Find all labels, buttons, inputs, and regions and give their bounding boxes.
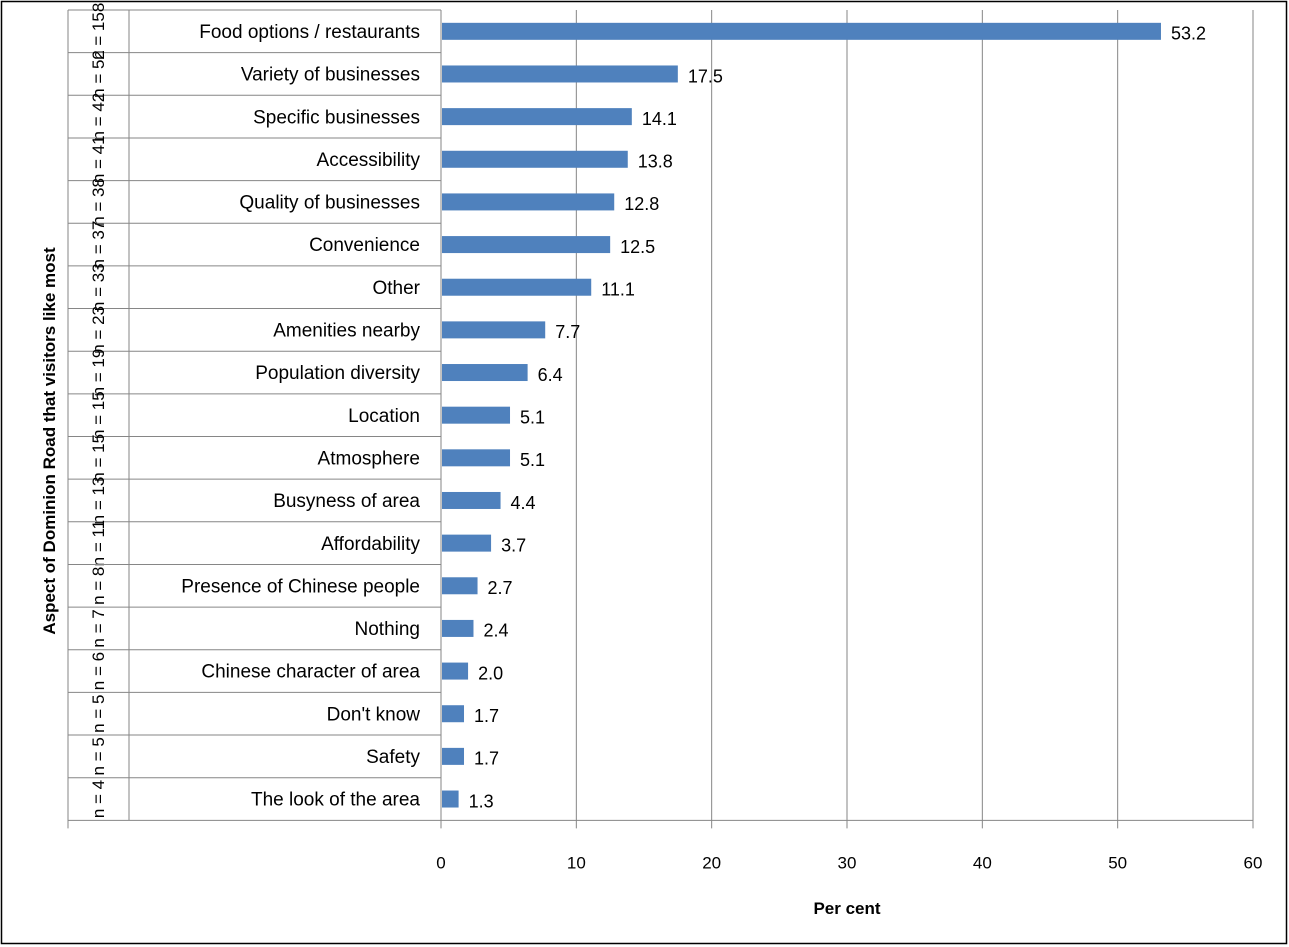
n-count-label: n = 52: [89, 50, 108, 98]
bar: [442, 278, 592, 296]
value-label: 6.4: [538, 365, 563, 385]
bar-layer: [442, 22, 1161, 808]
n-count-label: n = 38: [89, 178, 108, 226]
value-label: 2.4: [483, 621, 508, 641]
bar: [442, 108, 632, 126]
bar: [442, 193, 615, 211]
bar: [442, 65, 678, 83]
value-label: 12.5: [620, 237, 655, 257]
value-label: 4.4: [511, 493, 536, 513]
n-count-label: n = 6: [89, 652, 108, 690]
value-label: 12.8: [624, 194, 659, 214]
value-label: 1.3: [469, 791, 494, 811]
bar: [442, 364, 528, 382]
category-label: Chinese character of area: [201, 662, 420, 683]
value-label: 53.2: [1171, 24, 1206, 44]
n-count-label: n = 23: [89, 306, 108, 354]
category-label: Variety of businesses: [241, 65, 420, 86]
bar: [442, 662, 469, 680]
value-label: 17.5: [688, 66, 723, 86]
value-label: 3.7: [501, 535, 526, 555]
bar: [442, 619, 474, 637]
bar: [442, 790, 459, 808]
x-tick-label: 20: [702, 853, 721, 872]
category-label: Quality of businesses: [239, 193, 420, 214]
value-label: 7.7: [555, 322, 580, 342]
n-count-label: n = 11: [89, 520, 108, 566]
x-tick-label: 0: [436, 853, 445, 872]
category-label: Presence of Chinese people: [181, 576, 420, 597]
category-label: Safety: [366, 747, 420, 768]
n-count-label: n = 13: [89, 477, 108, 525]
x-tick-label: 10: [567, 853, 586, 872]
category-label: Don't know: [327, 704, 421, 725]
bar: [442, 236, 611, 254]
x-tick-label: 30: [838, 853, 857, 872]
bar: [442, 150, 628, 168]
bar: [442, 449, 511, 467]
x-tick-label: 40: [973, 853, 992, 872]
category-label: Specific businesses: [253, 107, 420, 128]
value-label: 2.7: [488, 578, 513, 598]
value-label: 5.1: [520, 450, 545, 470]
n-count-label: n = 8: [89, 567, 108, 605]
x-axis-title: Per cent: [813, 899, 880, 918]
category-label: Other: [372, 278, 420, 299]
category-label: The look of the area: [251, 790, 420, 811]
x-tick-label: 60: [1244, 853, 1263, 872]
value-label: 1.7: [474, 749, 499, 769]
category-label: Convenience: [309, 235, 420, 256]
x-tick-label: 50: [1108, 853, 1127, 872]
n-count-label: n = 19: [89, 349, 108, 397]
n-count-label: n = 4: [89, 780, 108, 818]
n-count-label: n = 37: [89, 221, 108, 269]
value-label: 5.1: [520, 407, 545, 427]
n-count-label: n = 5: [89, 695, 108, 733]
category-label: Amenities nearby: [273, 321, 420, 342]
bar: [442, 534, 492, 552]
n-count-label: n = 15: [89, 391, 108, 439]
category-label: Accessibility: [317, 150, 421, 171]
category-label: Population diversity: [255, 363, 420, 384]
bar: [442, 705, 465, 723]
category-table: n = 158 Food options / restaurants n = 52 V…: [67, 3, 441, 829]
bar: [442, 406, 511, 424]
n-count-label: n = 158: [89, 3, 108, 60]
value-label: 14.1: [642, 109, 677, 129]
n-count-label: n = 7: [89, 609, 108, 647]
category-label: Busyness of area: [273, 491, 420, 512]
bar: [442, 747, 465, 765]
n-count-label: n = 42: [89, 93, 108, 141]
bar: [442, 577, 478, 595]
y-axis-title: Aspect of Dominion Road that visitors li…: [40, 247, 59, 635]
value-label: 1.7: [474, 706, 499, 726]
value-label: 13.8: [638, 152, 673, 172]
bar: [442, 491, 501, 509]
value-label: 11.1: [601, 280, 635, 300]
category-label: Food options / restaurants: [199, 22, 420, 43]
bar: [442, 22, 1161, 40]
n-count-label: n = 15: [89, 434, 108, 482]
n-count-label: n = 41: [89, 135, 108, 183]
grid-layer: [68, 10, 1254, 829]
value-label: 2.0: [478, 663, 503, 683]
category-label: Nothing: [355, 619, 421, 640]
category-label: Affordability: [321, 534, 420, 555]
n-count-label: n = 33: [89, 263, 108, 311]
n-count-label: n = 5: [89, 737, 108, 775]
category-label: Location: [348, 406, 420, 427]
label-layer: 0 10 20 30 40 50 60 53.2 17.5 14.1 13.8 12.8 12.5 11.…: [436, 24, 1262, 873]
bar: [442, 321, 546, 339]
category-label: Atmosphere: [318, 448, 420, 469]
